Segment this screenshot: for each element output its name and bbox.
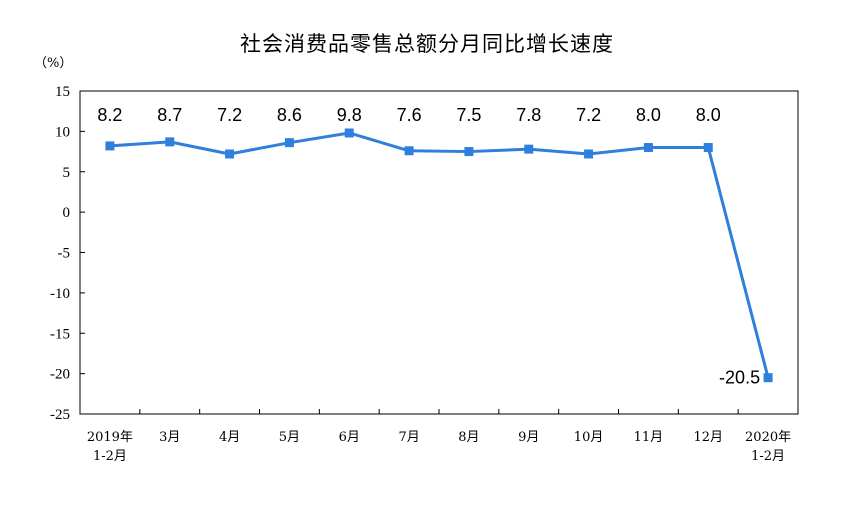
data-label: 8.0 [696, 105, 721, 125]
x-tick-label: 2019年 1-2月 [87, 430, 133, 464]
y-axis-unit: （%） [34, 56, 73, 71]
y-tick-label: 15 [55, 84, 70, 100]
x-tick-label: 11月 [634, 430, 664, 445]
data-point [344, 128, 354, 138]
y-tick-label: -25 [50, 407, 70, 423]
data-label: 8.2 [97, 105, 122, 125]
x-tick-label: 10月 [574, 430, 604, 445]
y-tick-label: 10 [55, 124, 70, 140]
x-tick-label: 4月 [219, 430, 240, 445]
data-label: 8.6 [277, 105, 302, 125]
data-point [165, 137, 175, 147]
data-point [584, 149, 594, 159]
x-tick-label: 6月 [339, 430, 360, 445]
data-point [643, 143, 653, 153]
series-line [109, 131, 770, 379]
chart-title: 社会消费品零售总额分月同比增长速度 [240, 32, 614, 56]
y-tick-label: 5 [63, 165, 71, 181]
data-point [105, 141, 115, 151]
data-point [284, 138, 294, 148]
y-tick-label: -5 [58, 246, 71, 262]
y-tick-label: -10 [50, 286, 70, 302]
x-tick-label: 8月 [458, 430, 479, 445]
data-label: 7.2 [576, 105, 601, 125]
data-label: 7.5 [456, 105, 481, 125]
data-point [763, 373, 773, 383]
data-label: 7.2 [217, 105, 242, 125]
y-tick-label: -15 [50, 326, 70, 342]
x-tick-label: 12月 [693, 430, 723, 445]
x-tick-label: 3月 [159, 430, 180, 445]
y-tick-label: 0 [63, 205, 71, 221]
y-tick-label: -20 [50, 367, 70, 383]
data-point [524, 144, 534, 154]
data-label: 7.8 [516, 105, 541, 125]
x-tick-label: 7月 [398, 430, 419, 445]
x-tick-label: 5月 [279, 430, 300, 445]
data-label: -20.5 [719, 368, 760, 388]
data-label: 7.6 [397, 105, 422, 125]
data-label: 8.7 [157, 105, 182, 125]
x-tick-label: 9月 [518, 430, 539, 445]
data-point [225, 149, 235, 159]
data-point [404, 146, 414, 156]
plot-frame [79, 90, 799, 415]
data-label: 9.8 [337, 105, 362, 125]
x-tick-label: 2020年 1-2月 [745, 430, 791, 464]
data-point [464, 147, 474, 157]
data-label: 8.0 [636, 105, 661, 125]
data-point [703, 143, 713, 153]
